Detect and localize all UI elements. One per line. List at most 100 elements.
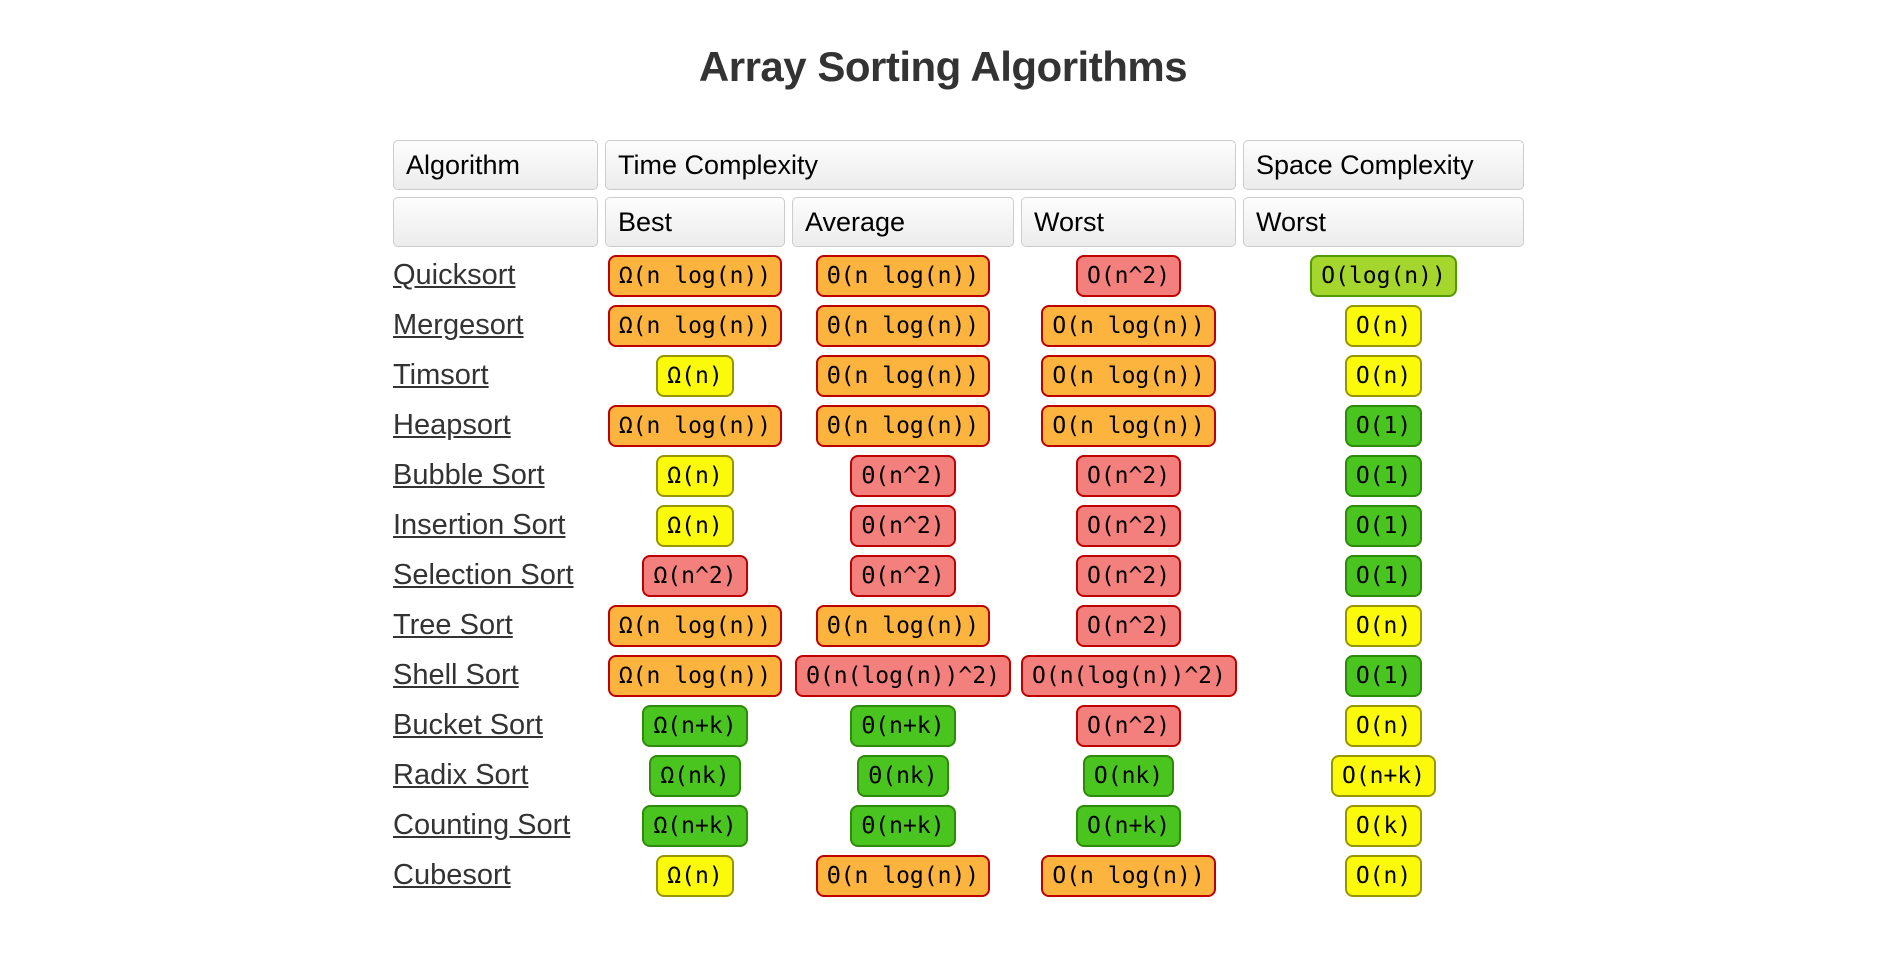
- space-complexity-cell: O(1): [1243, 554, 1524, 597]
- worst-complexity-cell: O(n log(n)): [1021, 304, 1236, 347]
- complexity-badge-orange: Θ(n log(n)): [815, 254, 991, 297]
- complexity-badge-yellow-green: O(log(n)): [1310, 254, 1457, 297]
- best-complexity-cell: Ω(n^2): [605, 554, 785, 597]
- complexity-badge-yellow: O(n): [1344, 354, 1423, 397]
- header-worst: Worst: [1021, 197, 1237, 247]
- worst-complexity-cell: O(n log(n)): [1021, 404, 1236, 447]
- table-row: Timsort Ω(n) Θ(n log(n)) O(n log(n)) O(n): [393, 354, 1524, 397]
- average-complexity-cell: Θ(n(log(n))^2): [792, 654, 1014, 697]
- best-complexity-cell: Ω(n): [605, 454, 785, 497]
- complexity-badge-yellow: Ω(n): [656, 504, 734, 547]
- table-row: Mergesort Ω(n log(n)) Θ(n log(n)) O(n log(n…: [393, 304, 1524, 347]
- complexity-badge-orange: Θ(n log(n)): [815, 304, 991, 347]
- complexity-badge-green: O(1): [1344, 554, 1423, 597]
- space-complexity-cell: O(n+k): [1243, 754, 1524, 797]
- complexity-badge-green: O(1): [1344, 654, 1423, 697]
- table-body: Quicksort Ω(n log(n)) Θ(n log(n)) O(n^2) O(l…: [393, 254, 1524, 897]
- algorithm-link[interactable]: Timsort: [393, 359, 489, 391]
- algorithm-link[interactable]: Cubesort: [393, 859, 511, 891]
- table-row: Insertion Sort Ω(n) Θ(n^2) O(n^2) O(1): [393, 504, 1524, 547]
- complexity-badge-yellow: O(n): [1344, 704, 1423, 747]
- header-algorithm: Algorithm: [393, 140, 598, 190]
- table-row: Bubble Sort Ω(n) Θ(n^2) O(n^2) O(1): [393, 454, 1524, 497]
- complexity-badge-red: O(n^2): [1075, 454, 1182, 497]
- algorithm-name-cell: Insertion Sort: [393, 504, 598, 547]
- best-complexity-cell: Ω(nk): [605, 754, 785, 797]
- average-complexity-cell: Θ(n log(n)): [792, 604, 1014, 647]
- algorithm-link[interactable]: Heapsort: [393, 409, 511, 441]
- complexity-badge-green: O(1): [1344, 454, 1423, 497]
- complexity-badge-red: Θ(n(log(n))^2): [795, 654, 1011, 697]
- complexity-badge-red: Ω(n^2): [642, 554, 748, 597]
- algorithm-link[interactable]: Mergesort: [393, 309, 524, 341]
- algorithm-name-cell: Bubble Sort: [393, 454, 598, 497]
- algorithm-link[interactable]: Selection Sort: [393, 559, 574, 591]
- complexity-badge-yellow: O(n): [1344, 854, 1423, 897]
- algorithm-name-cell: Cubesort: [393, 854, 598, 897]
- header-space-worst: Worst: [1243, 197, 1525, 247]
- algorithm-name-cell: Timsort: [393, 354, 598, 397]
- best-complexity-cell: Ω(n+k): [605, 804, 785, 847]
- complexity-badge-orange: Θ(n log(n)): [815, 604, 991, 647]
- complexity-badge-green: Ω(n+k): [642, 804, 748, 847]
- algorithm-name-cell: Shell Sort: [393, 654, 598, 697]
- average-complexity-cell: Θ(n log(n)): [792, 404, 1014, 447]
- complexity-badge-green: Θ(nk): [857, 754, 949, 797]
- space-complexity-cell: O(n): [1243, 704, 1524, 747]
- worst-complexity-cell: O(nk): [1021, 754, 1236, 797]
- complexity-badge-yellow: O(n+k): [1330, 754, 1437, 797]
- best-complexity-cell: Ω(n log(n)): [605, 254, 785, 297]
- complexity-badge-red: O(n^2): [1075, 704, 1182, 747]
- complexity-badge-orange: Θ(n log(n)): [815, 404, 991, 447]
- best-complexity-cell: Ω(n+k): [605, 704, 785, 747]
- table-header: Algorithm Time Complexity Space Complexi…: [393, 140, 1525, 247]
- complexity-badge-orange: Ω(n log(n)): [607, 404, 783, 447]
- space-complexity-cell: O(1): [1243, 454, 1524, 497]
- algorithm-link[interactable]: Radix Sort: [393, 759, 529, 791]
- algorithm-link[interactable]: Bucket Sort: [393, 709, 543, 741]
- complexity-badge-orange: O(n log(n)): [1041, 404, 1216, 447]
- space-complexity-cell: O(n): [1243, 304, 1524, 347]
- worst-complexity-cell: O(n^2): [1021, 504, 1236, 547]
- algorithm-link[interactable]: Insertion Sort: [393, 509, 566, 541]
- complexity-badge-orange: Ω(n log(n)): [607, 604, 783, 647]
- complexity-badge-yellow: O(n): [1344, 304, 1423, 347]
- space-complexity-cell: O(log(n)): [1243, 254, 1524, 297]
- space-complexity-cell: O(n): [1243, 604, 1524, 647]
- average-complexity-cell: Θ(n^2): [792, 454, 1014, 497]
- worst-complexity-cell: O(n log(n)): [1021, 854, 1236, 897]
- algorithm-link[interactable]: Bubble Sort: [393, 459, 545, 491]
- table-row: Bucket Sort Ω(n+k) Θ(n+k) O(n^2) O(n): [393, 704, 1524, 747]
- algorithm-name-cell: Bucket Sort: [393, 704, 598, 747]
- header-space-complexity: Space Complexity: [1243, 140, 1525, 190]
- average-complexity-cell: Θ(n log(n)): [792, 254, 1014, 297]
- table-row: Selection Sort Ω(n^2) Θ(n^2) O(n^2) O(1): [393, 554, 1524, 597]
- complexity-badge-orange: Θ(n log(n)): [815, 354, 991, 397]
- algorithm-link[interactable]: Counting Sort: [393, 809, 571, 841]
- table-row: Cubesort Ω(n) Θ(n log(n)) O(n log(n)) O(n): [393, 854, 1524, 897]
- best-complexity-cell: Ω(n): [605, 504, 785, 547]
- algorithm-name-cell: Mergesort: [393, 304, 598, 347]
- complexity-badge-orange: O(n log(n)): [1041, 854, 1216, 897]
- header-average: Average: [792, 197, 1014, 247]
- algorithm-link[interactable]: Shell Sort: [393, 659, 519, 691]
- complexity-badge-red: O(n^2): [1075, 604, 1182, 647]
- best-complexity-cell: Ω(n log(n)): [605, 404, 785, 447]
- algorithm-name-cell: Quicksort: [393, 254, 598, 297]
- average-complexity-cell: Θ(n^2): [792, 554, 1014, 597]
- algorithm-link[interactable]: Quicksort: [393, 259, 516, 291]
- header-empty-cell: [393, 197, 598, 247]
- algorithm-link[interactable]: Tree Sort: [393, 609, 513, 641]
- algorithm-name-cell: Heapsort: [393, 404, 598, 447]
- page-title: Array Sorting Algorithms: [698, 43, 1188, 90]
- complexity-badge-yellow: Ω(n): [656, 854, 734, 897]
- worst-complexity-cell: O(n log(n)): [1021, 354, 1236, 397]
- complexity-badge-green: Θ(n+k): [850, 804, 956, 847]
- best-complexity-cell: Ω(n log(n)): [605, 654, 785, 697]
- worst-complexity-cell: O(n^2): [1021, 454, 1236, 497]
- table-row: Quicksort Ω(n log(n)) Θ(n log(n)) O(n^2) O(l…: [393, 254, 1524, 297]
- complexity-badge-red: O(n^2): [1075, 504, 1182, 547]
- average-complexity-cell: Θ(n^2): [792, 504, 1014, 547]
- complexity-badge-red: O(n^2): [1075, 554, 1182, 597]
- average-complexity-cell: Θ(n log(n)): [792, 354, 1014, 397]
